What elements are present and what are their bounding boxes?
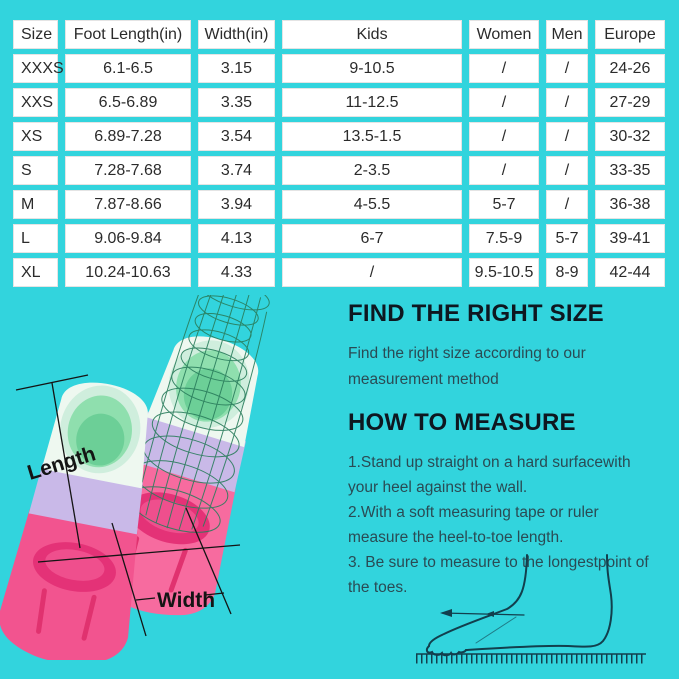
table-cell: 9.5-10.5: [469, 258, 539, 287]
size-table: Size Foot Length(in) Width(in) Kids Wome…: [13, 20, 665, 287]
table-header-foot-length: Foot Length(in): [65, 20, 191, 49]
table-cell: 7.28-7.68: [65, 156, 191, 185]
foot-measurement-diagram: [416, 554, 646, 664]
fins-illustration: Length Width: [0, 295, 270, 660]
table-cell: 9.06-9.84: [65, 224, 191, 253]
table-cell: 2-3.5: [282, 156, 462, 185]
table-cell: 7.5-9: [469, 224, 539, 253]
info-panel: FIND THE RIGHT SIZE Find the right size …: [348, 300, 664, 600]
table-cell: 3.74: [198, 156, 275, 185]
table-cell: 36-38: [595, 190, 665, 219]
find-right-size-body: Find the right size according to our mea…: [348, 345, 586, 388]
table-header-kids: Kids: [282, 20, 462, 49]
foot-instep-line: [428, 554, 528, 647]
table-cell: XS: [13, 122, 58, 151]
table-cell: /: [469, 156, 539, 185]
table-cell: 6.1-6.5: [65, 54, 191, 83]
table-cell: 11-12.5: [282, 88, 462, 117]
table-cell: 4.33: [198, 258, 275, 287]
how-to-measure-title: HOW TO MEASURE: [348, 409, 576, 436]
width-label: Width: [157, 589, 215, 612]
table-cell: 6-7: [282, 224, 462, 253]
table-cell: XXS: [13, 88, 58, 117]
table-header-women: Women: [469, 20, 539, 49]
table-cell: 30-32: [595, 122, 665, 151]
table-cell: 33-35: [595, 156, 665, 185]
arrowhead-left: [440, 609, 452, 617]
table-cell: /: [469, 88, 539, 117]
table-header-size: Size: [13, 20, 58, 49]
table-cell: 7.87-8.66: [65, 190, 191, 219]
table-cell: 8-9: [546, 258, 588, 287]
table-cell: 3.15: [198, 54, 275, 83]
table-cell: 3.94: [198, 190, 275, 219]
table-cell: 4-5.5: [282, 190, 462, 219]
table-cell: 42-44: [595, 258, 665, 287]
table-cell: L: [13, 224, 58, 253]
table-cell: /: [546, 122, 588, 151]
table-cell: 6.5-6.89: [65, 88, 191, 117]
table-cell: /: [546, 88, 588, 117]
table-cell: 3.54: [198, 122, 275, 151]
left-fin: [0, 382, 148, 660]
arrowhead-mid: [486, 611, 494, 617]
table-cell: 3.35: [198, 88, 275, 117]
table-cell: 27-29: [595, 88, 665, 117]
table-cell: 4.13: [198, 224, 275, 253]
measurement-lines: [15, 374, 241, 637]
foot-sole-heel-line: [465, 554, 613, 651]
table-cell: 13.5-1.5: [282, 122, 462, 151]
table-header-europe: Europe: [595, 20, 665, 49]
table-cell: 24-26: [595, 54, 665, 83]
table-cell: 9-10.5: [282, 54, 462, 83]
table-cell: 39-41: [595, 224, 665, 253]
table-cell: /: [282, 258, 462, 287]
table-cell: M: [13, 190, 58, 219]
table-header-width: Width(in): [198, 20, 275, 49]
table-cell: /: [469, 122, 539, 151]
table-cell: XL: [13, 258, 58, 287]
measure-step-2: 2.With a soft measuring tape or ruler me…: [348, 504, 599, 546]
table-cell: S: [13, 156, 58, 185]
measure-step-1: 1.Stand up straight on a hard surfacewit…: [348, 454, 631, 496]
table-cell: 5-7: [546, 224, 588, 253]
table-cell: 10.24-10.63: [65, 258, 191, 287]
table-header-men: Men: [546, 20, 588, 49]
table-cell: XXXS: [13, 54, 64, 83]
find-right-size-title: FIND THE RIGHT SIZE: [348, 300, 604, 327]
table-cell: 5-7: [469, 190, 539, 219]
table-cell: 6.89-7.28: [65, 122, 191, 151]
measure-step-3: 3. Be sure to measure to the longestpoin…: [348, 554, 649, 596]
mesh-wireframe: [129, 295, 270, 533]
table-cell: /: [546, 190, 588, 219]
table-cell: /: [469, 54, 539, 83]
table-cell: /: [546, 54, 588, 83]
table-cell: /: [546, 156, 588, 185]
